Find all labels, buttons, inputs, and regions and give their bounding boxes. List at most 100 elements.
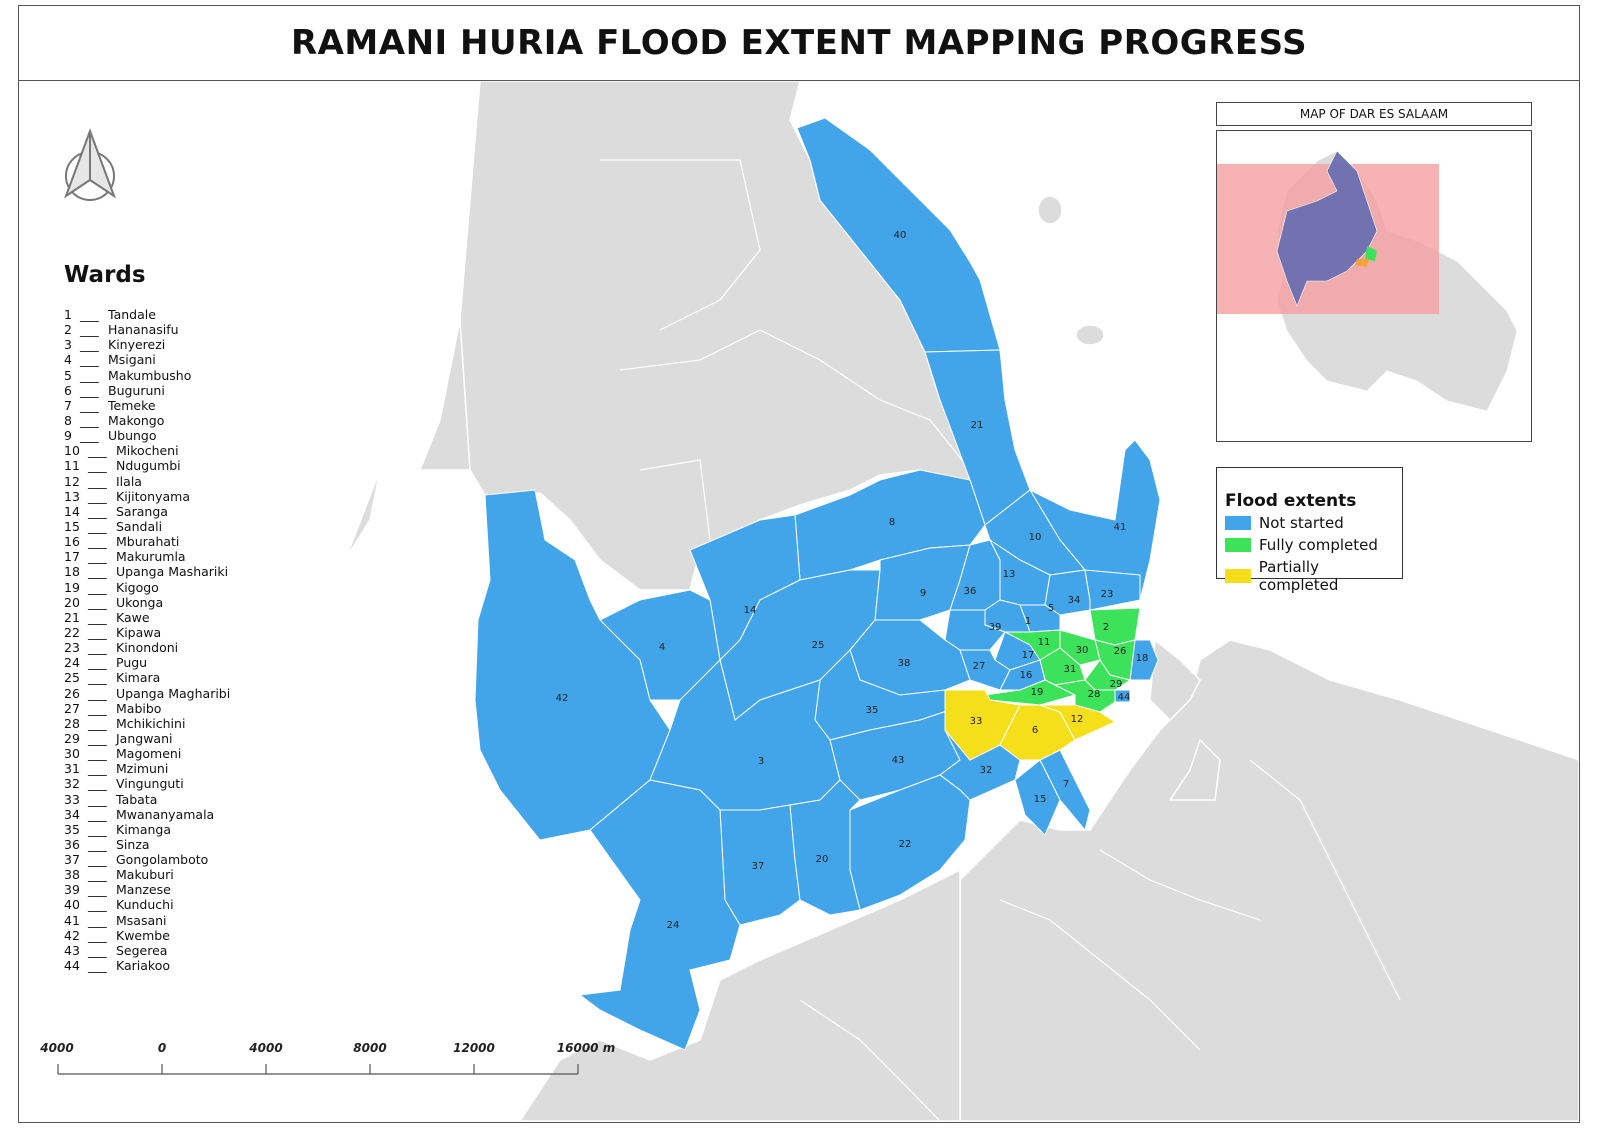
inset-map-panel: MAP OF DAR ES SALAAM xyxy=(1216,102,1532,442)
ward-label: 9 xyxy=(920,588,926,599)
ward-separator xyxy=(88,564,116,579)
ward-number: 15 xyxy=(64,518,80,534)
ward-number: 24 xyxy=(64,655,80,671)
ward-list-item: 12 Ilala xyxy=(64,474,230,489)
ward-list-item: 19 Kigogo xyxy=(64,580,230,595)
ward-name: Upanga Mashariki xyxy=(116,564,229,580)
ward-list-item: 42 Kwembe xyxy=(64,928,230,943)
ward-list-item: 34 Mwananyamala xyxy=(64,807,230,822)
ward-label: 1 xyxy=(1025,616,1031,627)
ward-name: Segerea xyxy=(116,942,168,958)
ward-separator xyxy=(88,776,116,791)
ward-name: Makumbusho xyxy=(108,367,192,383)
ward-list-item: 5 Makumbusho xyxy=(64,368,230,383)
ward-separator xyxy=(88,610,116,625)
ward-separator xyxy=(88,822,116,837)
background-land xyxy=(329,81,1579,1121)
ward-number: 11 xyxy=(64,458,80,474)
ward-9 xyxy=(874,544,971,626)
ward-label: 33 xyxy=(970,716,983,727)
ward-name: Manzese xyxy=(116,882,171,898)
ward-number: 22 xyxy=(64,624,80,640)
ward-name: Msigani xyxy=(108,352,156,368)
ward-number: 30 xyxy=(64,746,80,762)
ward-name: Kunduchi xyxy=(116,897,174,913)
ward-separator xyxy=(88,882,116,897)
ward-list-item: 8 Makongo xyxy=(64,413,230,428)
ward-label: 32 xyxy=(980,765,993,776)
ward-label: 31 xyxy=(1064,664,1077,675)
ward-number: 38 xyxy=(64,867,80,883)
ward-name: Upanga Magharibi xyxy=(116,685,231,701)
ward-separator xyxy=(88,731,116,746)
ward-list-item: 43 Segerea xyxy=(64,943,230,958)
ward-label: 42 xyxy=(556,693,569,704)
north-arrow-icon xyxy=(63,128,117,201)
ward-number: 31 xyxy=(64,761,80,777)
ward-label: 12 xyxy=(1071,714,1084,725)
ward-list-item: 22 Kipawa xyxy=(64,625,230,640)
wards-partially-completed xyxy=(944,689,1117,761)
ward-number: 10 xyxy=(64,443,80,459)
ward-name: Mzimuni xyxy=(116,761,169,777)
ward-name: Mwananyamala xyxy=(116,806,215,822)
ward-label: 41 xyxy=(1114,522,1127,533)
ward-separator xyxy=(88,686,116,701)
ward-24 xyxy=(578,779,741,1051)
ward-number: 44 xyxy=(64,958,80,974)
ward-number: 7 xyxy=(64,397,72,413)
ward-list-item: 14 Saranga xyxy=(64,504,230,519)
ward-number: 32 xyxy=(64,776,80,792)
ward-separator xyxy=(80,322,108,337)
ward-number: 43 xyxy=(64,942,80,958)
ward-separator xyxy=(88,655,116,670)
ward-label: 36 xyxy=(964,586,977,597)
ward-separator xyxy=(88,504,116,519)
scale-label: 0 xyxy=(158,1041,166,1055)
ward-name: Mikocheni xyxy=(116,443,179,459)
ward-label: 11 xyxy=(1038,637,1051,648)
ward-list-item: 40 Kunduchi xyxy=(64,897,230,912)
ward-label: 7 xyxy=(1063,779,1069,790)
ward-label: 25 xyxy=(812,640,825,651)
main-map[interactable]: 40 21 10 41 8 23 13 36 9 34 5 14 2 39 1 … xyxy=(19,81,1579,1121)
ward-separator xyxy=(80,337,108,352)
ward-list-item: 21 Kawe xyxy=(64,610,230,625)
ward-number: 34 xyxy=(64,806,80,822)
ward-list-item: 3 Kinyerezi xyxy=(64,337,230,352)
ward-number: 42 xyxy=(64,927,80,943)
ward-list-item: 6 Buguruni xyxy=(64,383,230,398)
ward-number: 25 xyxy=(64,670,80,686)
ward-label: 24 xyxy=(667,920,680,931)
ward-separator xyxy=(88,837,116,852)
ward-number: 1 xyxy=(64,307,72,322)
ward-number: 14 xyxy=(64,503,80,519)
ward-28 xyxy=(1053,679,1116,713)
ward-list-item: 32 Vingunguti xyxy=(64,776,230,791)
ward-separator xyxy=(88,913,116,928)
ward-separator xyxy=(88,928,116,943)
ward-name: Kariakoo xyxy=(116,958,170,974)
ward-number: 20 xyxy=(64,594,80,610)
ward-list-item: 1 Tandale xyxy=(64,307,230,322)
ward-list-item: 30 Magomeni xyxy=(64,746,230,761)
ward-list-item: 24 Pugu xyxy=(64,655,230,670)
scale-label: 4000 xyxy=(248,1041,282,1055)
ward-separator xyxy=(88,595,116,610)
ward-number: 27 xyxy=(64,700,80,716)
ward-name: Mchikichini xyxy=(116,715,186,731)
ward-list-item: 27 Mabibo xyxy=(64,701,230,716)
ward-list-item: 28 Mchikichini xyxy=(64,716,230,731)
ward-list-item: 10 Mikocheni xyxy=(64,443,230,458)
ward-name: Kinyerezi xyxy=(108,337,166,353)
ward-name: Vingunguti xyxy=(116,776,184,792)
ward-name: Ubungo xyxy=(108,428,157,444)
inset-map xyxy=(1216,130,1532,442)
ward-label: 44 xyxy=(1118,692,1131,703)
ward-label: 2 xyxy=(1103,622,1109,633)
ward-number: 3 xyxy=(64,337,72,353)
ward-list-item: 35 Kimanga xyxy=(64,822,230,837)
ward-separator xyxy=(88,701,116,716)
ward-list-item: 38 Makuburi xyxy=(64,867,230,882)
ward-list-item: 23 Kinondoni xyxy=(64,640,230,655)
